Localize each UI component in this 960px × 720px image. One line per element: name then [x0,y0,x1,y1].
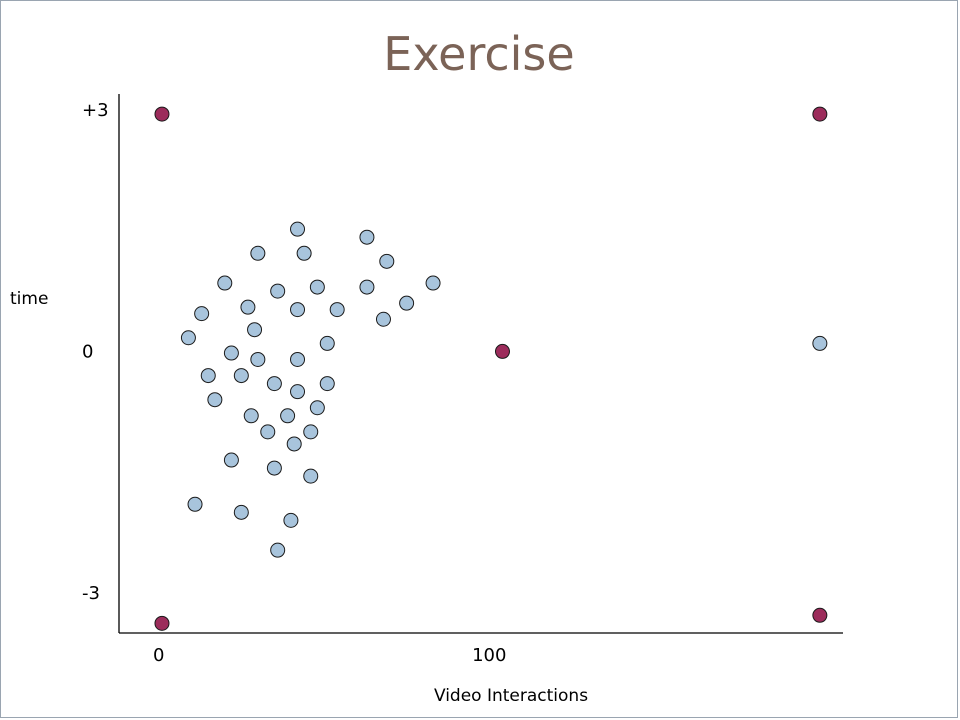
data-point [280,408,296,424]
axes [118,94,843,634]
data-point [359,279,375,295]
data-point [290,351,306,367]
data-point [319,376,335,392]
data-point [283,512,299,528]
data-point [247,322,263,338]
data-point [240,299,256,315]
data-point [207,392,223,408]
data-points [154,106,828,631]
data-point [270,542,286,558]
data-point [290,221,306,237]
highlight-data-point [154,615,170,631]
data-point [243,408,259,424]
data-point [329,302,345,318]
data-point [425,275,441,291]
data-point [223,452,239,468]
y-tick-label: +3 [82,100,109,121]
highlight-data-point [812,106,828,122]
data-point [270,283,286,299]
data-point [250,245,266,261]
highlight-data-point [494,343,510,359]
data-point [180,330,196,346]
data-point [399,295,415,311]
data-point [290,384,306,400]
highlight-data-point [812,607,828,623]
data-point [260,424,276,440]
data-point [812,335,828,351]
data-point [250,351,266,367]
data-point [309,400,325,416]
x-tick-label: 100 [472,645,506,666]
data-point [303,424,319,440]
data-point [319,335,335,351]
data-point [233,368,249,384]
x-axis-label: Video Interactions [434,686,588,706]
data-point [290,302,306,318]
data-point [223,345,239,361]
chart-title: Exercise [383,27,575,81]
data-point [233,504,249,520]
data-point [200,368,216,384]
data-point [217,275,233,291]
data-point [187,496,203,512]
data-point [266,460,282,476]
data-point [303,468,319,484]
data-point [309,279,325,295]
highlight-data-point [154,106,170,122]
data-point [296,245,312,261]
data-point [194,306,210,322]
tick-labels: 0 100 +3 0 -3 [82,100,506,666]
y-tick-label: 0 [82,341,93,362]
y-axis-label: time [10,289,48,309]
x-tick-label: 0 [153,645,164,666]
data-point [286,436,302,452]
data-point [359,229,375,245]
data-point [375,311,391,327]
data-point [266,376,282,392]
y-tick-label: -3 [82,583,100,604]
data-point [379,253,395,269]
